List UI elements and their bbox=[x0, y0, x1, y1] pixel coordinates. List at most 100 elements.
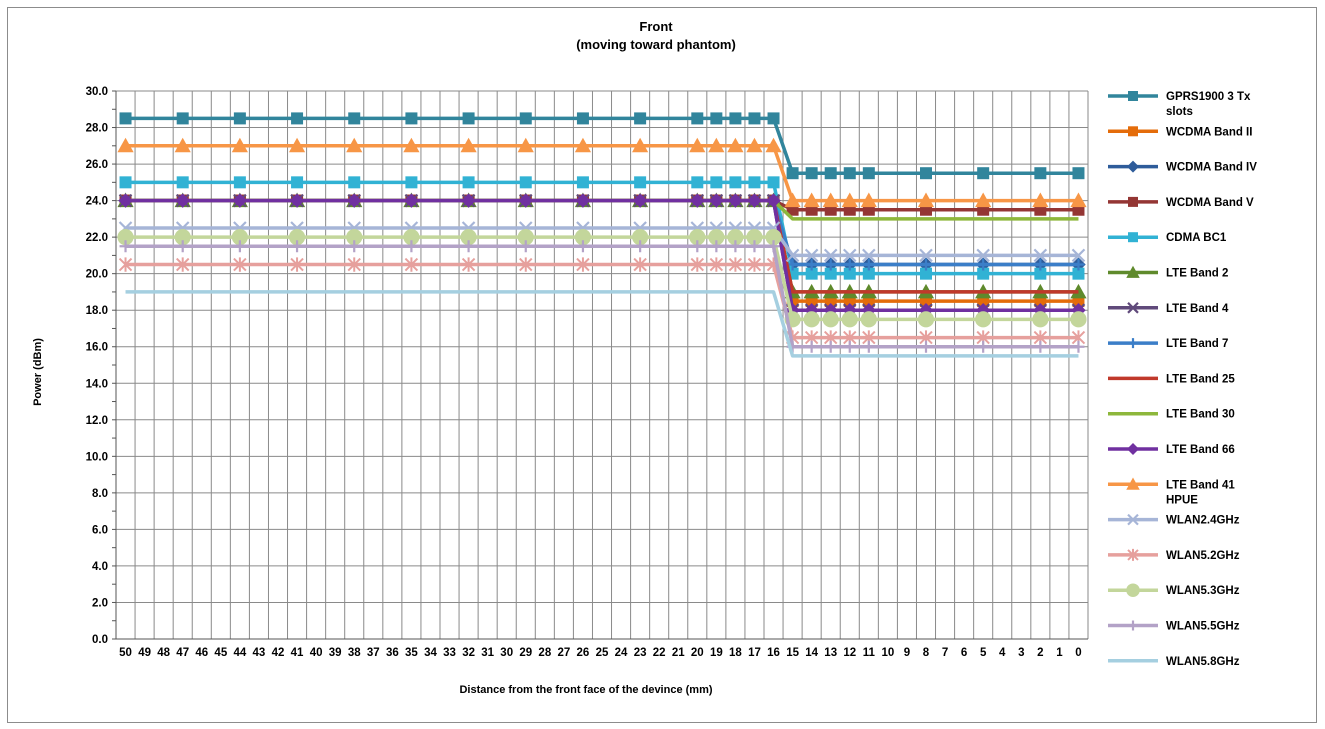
square-marker bbox=[691, 112, 704, 125]
y-tick-label: 26.0 bbox=[86, 159, 108, 171]
plus-marker bbox=[843, 258, 856, 271]
triangle-marker bbox=[1126, 477, 1140, 490]
circle-marker bbox=[708, 229, 725, 246]
square-marker bbox=[729, 176, 742, 189]
x-tick-label: 19 bbox=[710, 647, 723, 659]
series-lte-band-41-hpue bbox=[117, 137, 1087, 208]
y-tick-labels: 0.0 2.0 4.0 6.0 8.0 10.0 12.0 14.0 16.0 18.0 20.0 2… bbox=[86, 86, 108, 646]
plus-marker bbox=[119, 240, 132, 253]
series-line bbox=[125, 180, 1079, 276]
x-tick-label: 14 bbox=[805, 647, 818, 659]
square-marker bbox=[1128, 232, 1138, 243]
star-marker bbox=[576, 257, 590, 272]
circle-marker bbox=[1126, 583, 1140, 597]
legend-item: WLAN5.8GHz bbox=[1108, 656, 1240, 668]
legend-item: LTE Band 41 HPUE bbox=[1108, 477, 1235, 506]
square-marker bbox=[291, 176, 304, 189]
y-tick-label: 14.0 bbox=[86, 378, 108, 390]
legend-label: WCDMA Band IV bbox=[1166, 162, 1257, 174]
x-tick-label: 34 bbox=[424, 647, 437, 659]
x-tick-label: 15 bbox=[786, 647, 799, 659]
plus-marker bbox=[348, 240, 361, 253]
triangle-marker bbox=[841, 192, 858, 208]
square-marker bbox=[920, 167, 932, 180]
legend-label: WLAN5.3GHz bbox=[1166, 585, 1240, 597]
x-marker bbox=[823, 248, 838, 263]
legend-item: WCDMA Band II bbox=[1108, 126, 1252, 138]
legend-item: WLAN5.2GHz bbox=[1108, 548, 1240, 562]
y-tick-label: 2.0 bbox=[92, 597, 108, 609]
square-marker bbox=[1034, 267, 1047, 280]
legend-item: WCDMA Band IV bbox=[1108, 160, 1257, 174]
legend-label: GPRS1900 3 Tx slots bbox=[1166, 91, 1251, 118]
diamond-marker bbox=[709, 193, 724, 208]
legend-label: LTE Band 4 bbox=[1166, 303, 1229, 315]
x-tick-label: 40 bbox=[310, 647, 323, 659]
x-tick-label: 27 bbox=[557, 647, 570, 659]
legend-item: LTE Band 30 bbox=[1108, 409, 1235, 421]
plus-marker bbox=[576, 240, 589, 253]
plus-marker bbox=[1034, 258, 1047, 271]
x-tick-label: 41 bbox=[291, 647, 304, 659]
diamond-marker bbox=[975, 303, 991, 318]
x-tick-label: 21 bbox=[672, 647, 685, 659]
circle-marker bbox=[403, 229, 420, 246]
legend-label: WLAN5.2GHz bbox=[1166, 550, 1240, 562]
plus-marker bbox=[862, 258, 875, 271]
diamond-marker bbox=[518, 193, 533, 208]
circle-marker bbox=[1070, 311, 1087, 328]
square-marker bbox=[176, 176, 189, 189]
legend-label: LTE Band 7 bbox=[1166, 338, 1228, 350]
triangle-marker bbox=[822, 192, 839, 208]
triangle-marker bbox=[784, 192, 801, 208]
diamond-marker bbox=[690, 193, 705, 208]
circle-marker bbox=[975, 311, 992, 328]
triangle-marker bbox=[708, 137, 725, 153]
x-tick-label: 4 bbox=[999, 647, 1006, 659]
chart-title-line-1: Front bbox=[639, 19, 673, 34]
x-tick-label: 44 bbox=[233, 647, 246, 659]
legend-item: GPRS1900 3 Tx slots bbox=[1108, 91, 1251, 118]
star-marker bbox=[290, 257, 304, 272]
series-cdma-bc1 bbox=[119, 176, 1085, 280]
x-tick-label: 12 bbox=[843, 647, 856, 659]
x-tick-label: 13 bbox=[824, 647, 837, 659]
square-marker bbox=[405, 112, 418, 125]
square-marker bbox=[119, 112, 132, 125]
square-marker bbox=[862, 167, 875, 180]
series-line bbox=[125, 244, 1079, 349]
x-tick-label: 43 bbox=[253, 647, 266, 659]
plus-marker bbox=[1128, 620, 1138, 631]
plus-marker bbox=[805, 340, 818, 353]
star-marker bbox=[519, 257, 533, 272]
plus-marker bbox=[824, 340, 837, 353]
series-wlan5-2ghz bbox=[118, 257, 1086, 345]
x-tick-label: 37 bbox=[367, 647, 380, 659]
circle-marker bbox=[517, 229, 534, 246]
square-marker bbox=[462, 176, 475, 189]
legend-label: WLAN5.8GHz bbox=[1166, 656, 1240, 668]
x-marker bbox=[785, 248, 800, 263]
x-tick-label: 9 bbox=[904, 647, 910, 659]
chart-frame: Front (moving toward phantom) 0.0 2.0 4.0 6… bbox=[7, 7, 1317, 723]
circle-marker bbox=[765, 229, 782, 246]
star-marker bbox=[347, 257, 361, 272]
diamond-marker bbox=[575, 193, 591, 208]
y-tick-label: 24.0 bbox=[86, 196, 108, 208]
axes bbox=[112, 90, 1088, 640]
plus-marker bbox=[729, 240, 742, 253]
plus-marker bbox=[519, 240, 532, 253]
square-marker bbox=[233, 112, 246, 125]
triangle-marker bbox=[1070, 192, 1087, 208]
triangle-marker bbox=[1126, 265, 1140, 278]
series-line bbox=[125, 226, 1079, 258]
square-marker bbox=[786, 167, 799, 180]
x-tick-label: 50 bbox=[119, 647, 132, 659]
square-marker bbox=[519, 176, 532, 189]
square-marker bbox=[920, 267, 932, 280]
x-axis-label: Distance from the front face of the devi… bbox=[459, 684, 712, 696]
plus-marker bbox=[862, 340, 875, 353]
plus-marker bbox=[405, 240, 418, 253]
plus-marker bbox=[710, 240, 723, 253]
square-marker bbox=[843, 267, 856, 280]
